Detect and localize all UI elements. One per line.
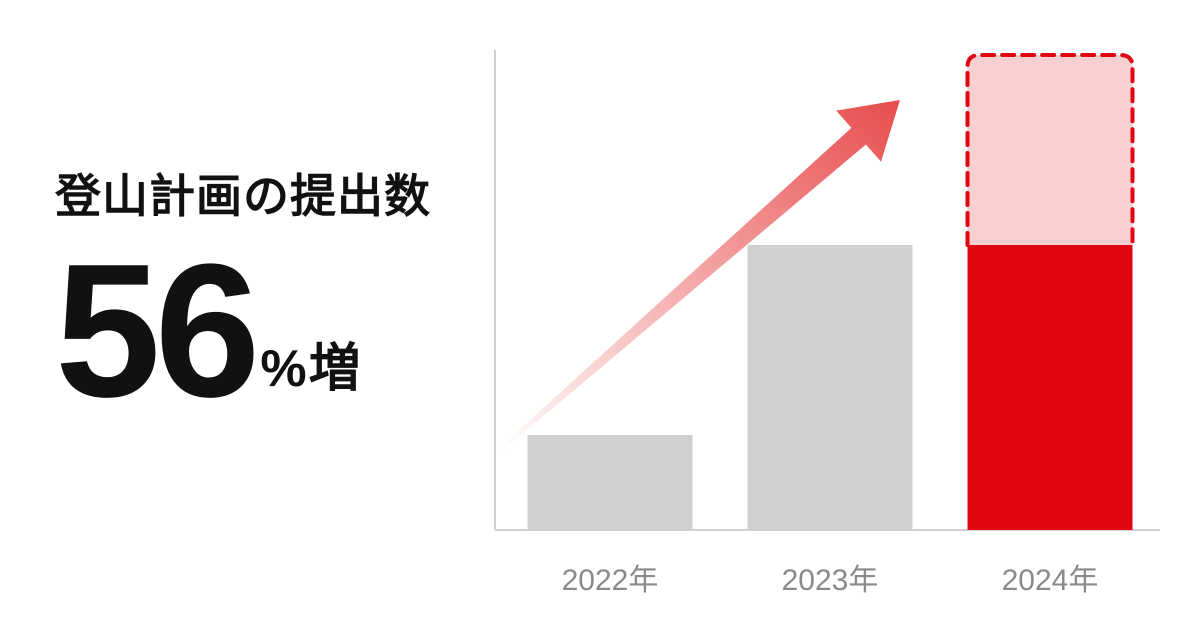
headline-metric: 56 %増 — [55, 236, 431, 426]
x-axis-label: 2024年 — [1002, 555, 1099, 599]
bar-chart — [460, 20, 1180, 580]
headline-title: 登山計画の提出数 — [55, 160, 431, 226]
x-axis-labels: 2022年2023年2024年 — [460, 555, 1180, 595]
headline-block: 登山計画の提出数 56 %増 — [55, 160, 431, 426]
bar-projected — [968, 55, 1133, 245]
headline-unit: %増 — [260, 326, 362, 401]
headline-number: 56 — [55, 236, 254, 426]
bar — [968, 245, 1133, 530]
infographic-stage: 登山計画の提出数 56 %増 2022年2023年2024年 — [0, 0, 1200, 630]
x-axis-label: 2023年 — [782, 555, 879, 599]
x-axis-label: 2022年 — [562, 555, 659, 599]
bar — [748, 245, 913, 530]
bar — [528, 435, 693, 530]
